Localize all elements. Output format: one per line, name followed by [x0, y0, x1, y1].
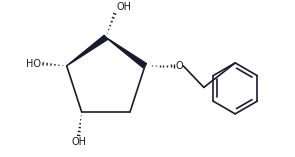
Text: O: O	[176, 61, 183, 71]
Polygon shape	[67, 35, 107, 66]
Text: OH: OH	[71, 137, 86, 147]
Polygon shape	[106, 37, 147, 68]
Text: HO: HO	[26, 59, 41, 69]
Text: OH: OH	[117, 2, 132, 12]
